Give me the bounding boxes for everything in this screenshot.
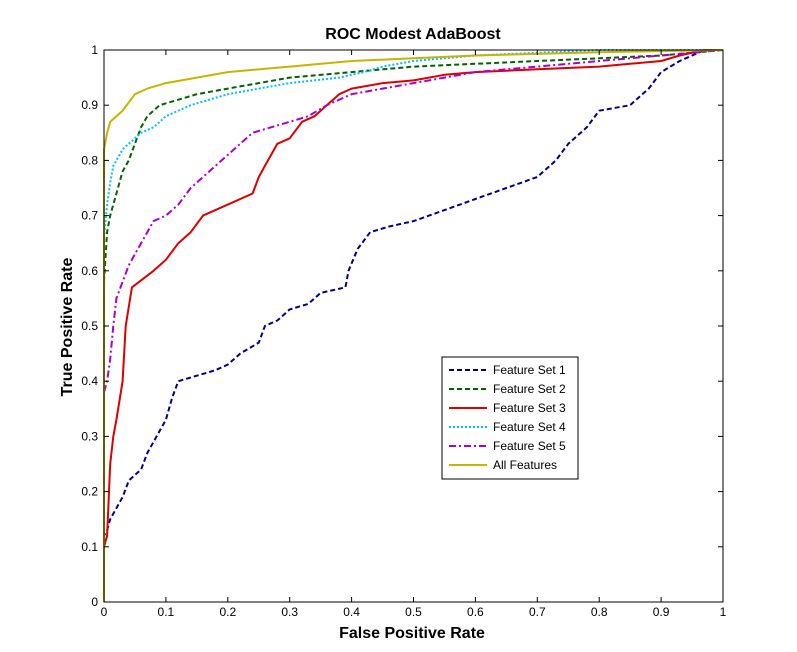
y-tick-label: 0: [91, 595, 98, 609]
x-tick-label: 0.6: [467, 605, 484, 619]
x-tick-label: 1: [720, 605, 727, 619]
x-tick-label: 0.4: [343, 605, 360, 619]
plot-background: [104, 50, 723, 602]
x-tick-label: 0.3: [281, 605, 298, 619]
y-tick-label: 0.9: [81, 98, 98, 112]
series-line-4: [103, 49, 723, 602]
x-tick-label: 0.2: [219, 605, 236, 619]
x-tick-label: 0: [101, 605, 108, 619]
y-axis-label: True Positive Rate: [59, 258, 76, 397]
x-tick-label: 0.1: [158, 605, 175, 619]
series-line-3: [103, 49, 723, 602]
x-axis-label: False Positive Rate: [339, 625, 485, 642]
x-tick-label: 0.7: [529, 605, 546, 619]
y-tick-label: 0.5: [81, 319, 98, 333]
y-tick-label: 0.2: [81, 485, 98, 499]
y-tick-label: 0.8: [81, 153, 98, 167]
series-line-5: [103, 49, 724, 602]
chart-title: ROC Modest AdaBoost: [325, 26, 501, 43]
legend-label-4: Feature Set 4: [493, 420, 566, 434]
legend-label-3: Feature Set 3: [493, 401, 566, 415]
y-tick-label: 0.3: [81, 429, 98, 443]
y-tick-label: 0.6: [81, 264, 98, 278]
x-tick-label: 0.5: [405, 605, 422, 619]
legend: Feature Set 1 Feature Set 2 Feature Set 3 F…: [441, 356, 579, 480]
y-tick-label: 0.7: [81, 209, 98, 223]
legend-label-6: All Features: [493, 458, 557, 472]
y-tick-label: 0.4: [81, 374, 98, 388]
legend-label-2: Feature Set 2: [493, 382, 566, 396]
series-line-2: [103, 49, 724, 602]
series-line-1: [103, 49, 723, 602]
legend-label-5: Feature Set 5: [493, 439, 566, 453]
y-tick-label: 0.1: [81, 540, 98, 554]
y-tick-label: 1: [91, 43, 98, 57]
x-tick-label: 0.8: [591, 605, 608, 619]
axis-ticks: 0 0.1 0.2 0.3 0.4 0.5 0.6 0.7 0.8 0.9 1 0 0.1 0.2 0.3 0…: [81, 43, 726, 619]
x-tick-label: 0.9: [653, 605, 670, 619]
legend-label-1: Feature Set 1: [493, 363, 566, 377]
plot-area: [103, 49, 724, 603]
legend-box: [441, 356, 579, 480]
